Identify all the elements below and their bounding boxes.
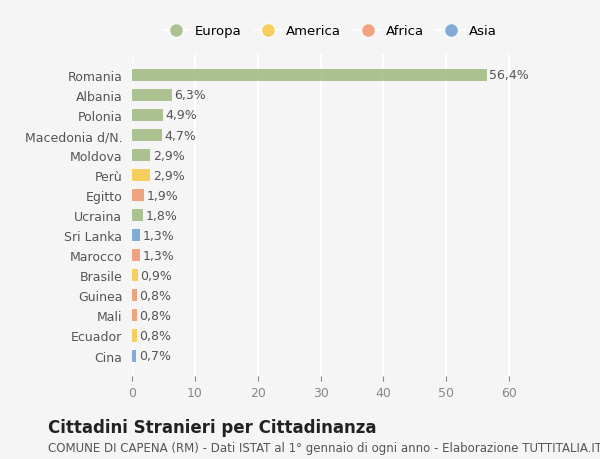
Bar — [132, 350, 136, 362]
Text: 0,8%: 0,8% — [140, 329, 172, 342]
Text: 0,8%: 0,8% — [140, 289, 172, 302]
Legend: Europa, America, Africa, Asia: Europa, America, Africa, Asia — [158, 20, 502, 44]
Text: 1,8%: 1,8% — [146, 209, 178, 222]
Bar — [132, 110, 163, 122]
Bar — [132, 150, 150, 162]
Text: 2,9%: 2,9% — [153, 169, 184, 182]
Bar — [132, 90, 172, 102]
Bar — [132, 270, 137, 282]
Text: COMUNE DI CAPENA (RM) - Dati ISTAT al 1° gennaio di ogni anno - Elaborazione TUT: COMUNE DI CAPENA (RM) - Dati ISTAT al 1°… — [48, 441, 600, 453]
Text: 2,9%: 2,9% — [153, 149, 184, 162]
Bar — [132, 170, 150, 182]
Text: 0,9%: 0,9% — [140, 269, 172, 282]
Bar — [132, 310, 137, 322]
Text: 0,7%: 0,7% — [139, 349, 171, 362]
Bar — [132, 70, 487, 82]
Text: 0,8%: 0,8% — [140, 309, 172, 322]
Bar — [132, 210, 143, 222]
Bar — [132, 130, 161, 142]
Text: 1,3%: 1,3% — [143, 229, 175, 242]
Bar — [132, 230, 140, 242]
Text: 56,4%: 56,4% — [489, 69, 529, 82]
Bar — [132, 250, 140, 262]
Text: 4,9%: 4,9% — [166, 109, 197, 122]
Text: Cittadini Stranieri per Cittadinanza: Cittadini Stranieri per Cittadinanza — [48, 418, 377, 436]
Text: 4,7%: 4,7% — [164, 129, 196, 142]
Bar — [132, 290, 137, 302]
Bar — [132, 330, 137, 342]
Bar — [132, 190, 144, 202]
Text: 1,9%: 1,9% — [146, 189, 178, 202]
Text: 6,3%: 6,3% — [174, 89, 206, 102]
Text: 1,3%: 1,3% — [143, 249, 175, 262]
